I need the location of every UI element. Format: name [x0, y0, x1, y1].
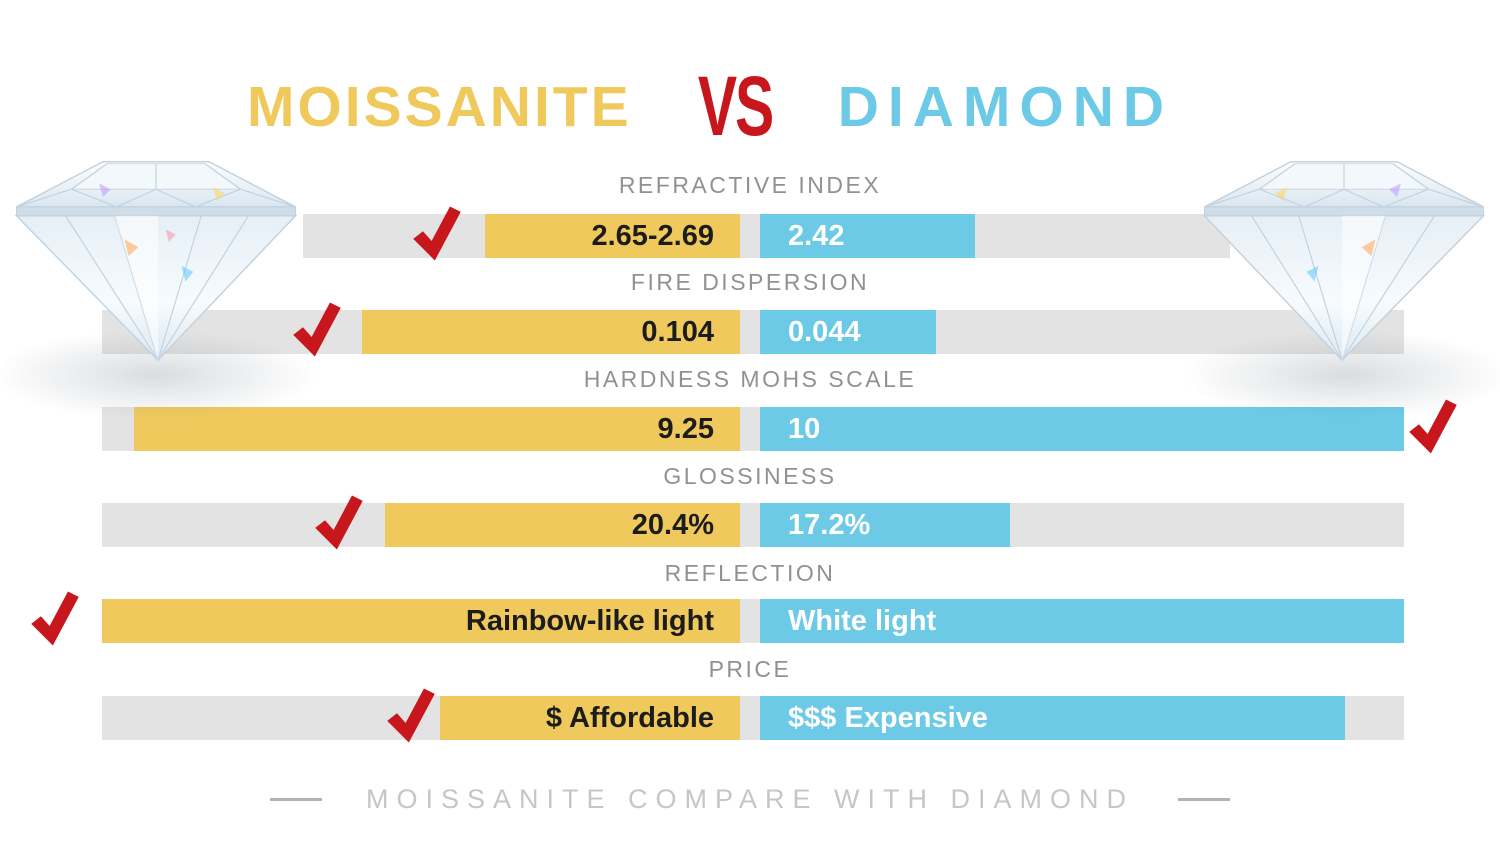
winner-check-icon: [387, 688, 435, 743]
moissanite-bar: $ Affordable: [440, 696, 740, 740]
diamond-photo-icon: [1202, 160, 1486, 362]
diamond-bar: $$$ Expensive: [760, 696, 1345, 740]
moissanite-bar: Rainbow-like light: [102, 599, 740, 643]
diamond-bar: White light: [760, 599, 1404, 643]
page-title: MOISSANITE VS DIAMOND: [0, 58, 1460, 155]
moissanite-bar: 20.4%: [385, 503, 740, 547]
bar-track: [102, 599, 1404, 643]
winner-check-icon: [31, 591, 79, 646]
title-moissanite: MOISSANITE: [246, 74, 632, 139]
diamond-bar: 0.044: [760, 310, 936, 354]
bar-track: [303, 214, 1230, 258]
bar-track: [102, 503, 1404, 547]
winner-check-icon: [315, 495, 363, 550]
title-diamond: DIAMOND: [837, 74, 1174, 139]
bar-track: [102, 696, 1404, 740]
moissanite-bar: 2.65-2.69: [485, 214, 740, 258]
diamond-bar: 2.42: [760, 214, 975, 258]
title-vs: VS: [697, 59, 774, 153]
moissanite-bar: 0.104: [362, 310, 740, 354]
footer-caption: MOISSANITE COMPARE WITH DIAMOND: [0, 784, 1500, 815]
diamond-photo-icon: [14, 160, 298, 362]
footer-divider-line: [269, 798, 322, 801]
row-label: REFLECTION: [664, 560, 836, 586]
footer-caption-text: MOISSANITE COMPARE WITH DIAMOND: [365, 784, 1134, 814]
row-label: PRICE: [708, 656, 792, 682]
footer-divider-line: [1178, 798, 1230, 801]
diamond-bar: 17.2%: [760, 503, 1010, 547]
winner-check-icon: [413, 206, 461, 261]
bar-track: [102, 407, 1404, 451]
row-label: GLOSSINESS: [663, 463, 837, 489]
